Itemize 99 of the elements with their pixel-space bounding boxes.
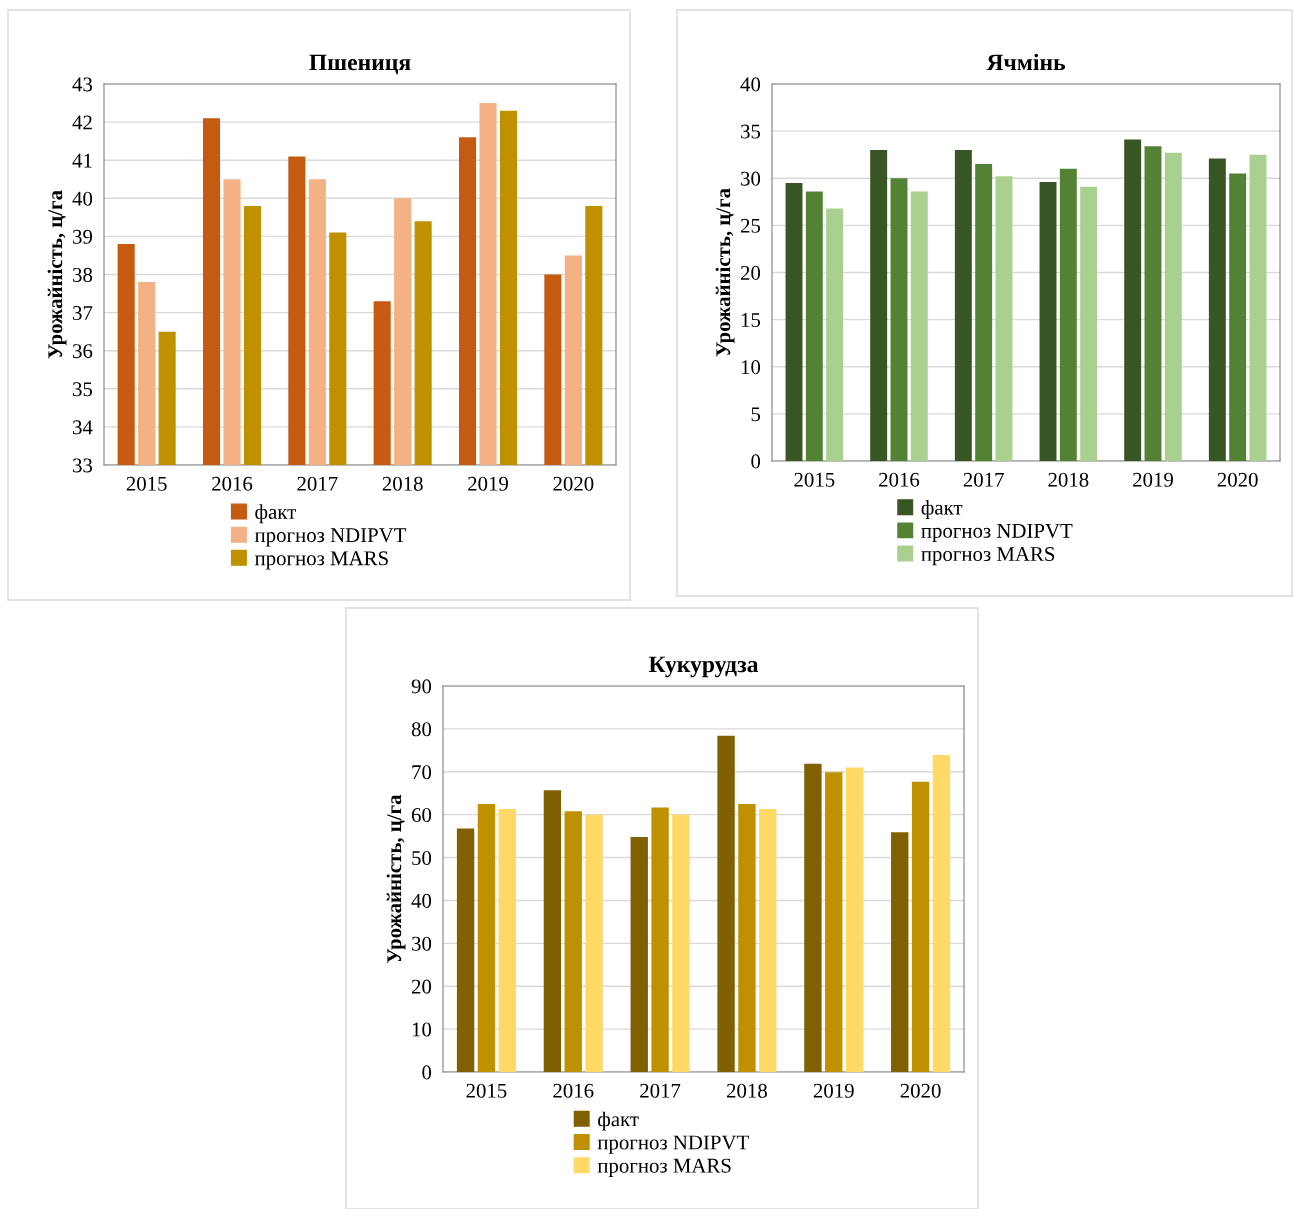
bar [498, 809, 516, 1072]
y-tick-label: 33 [73, 458, 93, 473]
y-axis-title: Урожайність, ц/га [715, 188, 735, 357]
y-tick-label: 90 [411, 679, 432, 694]
y-tick-label: 20 [740, 265, 761, 280]
bar [1059, 168, 1077, 461]
x-tick-label: 2017 [963, 472, 1004, 487]
y-axis-title: Урожайність, ц/га [47, 190, 67, 359]
legend-label: прогноз NDIPVT [921, 524, 1073, 543]
x-tick-label: 2019 [813, 1083, 854, 1098]
y-axis-title: Урожайність, ц/га [386, 794, 406, 963]
x-tick-label: 2018 [382, 476, 423, 491]
legend-label: факт [921, 500, 963, 519]
x-tick-label: 2017 [640, 1083, 681, 1098]
y-tick-label: 34 [73, 420, 93, 435]
bar [891, 832, 909, 1072]
bar [911, 781, 930, 1072]
bar [456, 828, 475, 1072]
x-tick-label: 2019 [468, 476, 508, 491]
y-tick-label: 20 [411, 979, 432, 994]
bar [954, 149, 972, 461]
chart-title: Пшениця [309, 54, 411, 75]
x-tick-label: 2016 [879, 472, 920, 487]
legend-label: прогноз MARS [254, 551, 388, 570]
y-tick-label: 30 [741, 171, 761, 186]
bar [1039, 182, 1057, 461]
bar [717, 735, 735, 1072]
chart-title: Ячмінь [986, 53, 1065, 71]
x-tick-label: 2016 [553, 1083, 594, 1098]
y-tick-label: 35 [741, 124, 761, 139]
bar [1164, 152, 1182, 461]
y-tick-label: 35 [73, 382, 93, 397]
bar [975, 164, 993, 461]
legend-label: прогноз NDIPVT [597, 1135, 749, 1154]
y-tick-label: 40 [411, 893, 432, 908]
bar [630, 836, 648, 1072]
y-tick-label: 70 [412, 765, 432, 780]
bar [672, 814, 690, 1072]
bar [785, 182, 803, 461]
bar [826, 208, 844, 461]
y-tick-label: 41 [72, 153, 92, 168]
y-tick-label: 5 [751, 407, 761, 422]
y-tick-label: 80 [411, 722, 432, 737]
x-tick-label: 2017 [297, 476, 338, 491]
x-tick-label: 2018 [727, 1083, 767, 1098]
bar [805, 191, 823, 461]
y-tick-label: 30 [412, 936, 432, 951]
bar [1124, 139, 1142, 461]
y-tick-label: 36 [73, 344, 93, 359]
x-tick-label: 2016 [212, 476, 253, 491]
y-tick-label: 0 [422, 1065, 432, 1080]
y-tick-label: 0 [751, 454, 761, 469]
x-tick-label: 2019 [1133, 472, 1173, 487]
bar [932, 755, 951, 1072]
bar [585, 814, 603, 1072]
y-tick-label: 60 [411, 808, 432, 823]
bar [825, 772, 843, 1072]
legend-label: прогноз NDIPVT [254, 528, 407, 547]
y-tick-label: 25 [740, 218, 761, 233]
x-tick-label: 2015 [126, 476, 167, 491]
bar [1229, 173, 1247, 461]
y-tick-label: 42 [72, 115, 92, 130]
bar [1249, 154, 1267, 461]
bar [759, 809, 777, 1072]
y-tick-label: 37 [73, 306, 93, 321]
y-tick-label: 10 [741, 360, 761, 375]
bar [651, 807, 669, 1072]
x-tick-label: 2020 [1217, 472, 1258, 487]
bar [1208, 158, 1226, 461]
y-tick-label: 50 [412, 850, 432, 865]
y-tick-label: 15 [741, 313, 761, 328]
x-tick-label: 2018 [1048, 472, 1089, 487]
bar [477, 803, 496, 1072]
legend-label: факт [598, 1111, 639, 1131]
legend-label: прогноз MARS [921, 547, 1055, 566]
legend-label: факт [255, 504, 296, 524]
bar [1080, 186, 1098, 461]
bar [845, 767, 864, 1072]
x-tick-label: 2020 [900, 1083, 941, 1098]
y-tick-label: 40 [72, 191, 93, 206]
bar [995, 176, 1013, 461]
bar [804, 763, 822, 1072]
y-tick-label: 43 [72, 77, 93, 92]
x-tick-label: 2020 [553, 476, 594, 491]
y-tick-label: 10 [412, 1022, 432, 1037]
x-tick-label: 2015 [466, 1083, 507, 1098]
legend-label: прогноз MARS [597, 1158, 731, 1177]
chart-title: Кукурудза [648, 656, 759, 678]
bar [910, 191, 928, 461]
bar [564, 811, 582, 1072]
y-tick-label: 40 [740, 77, 761, 92]
bar [870, 149, 888, 461]
bar [1144, 146, 1162, 461]
bar [543, 790, 562, 1072]
y-tick-label: 39 [73, 229, 93, 244]
bar [890, 178, 908, 461]
y-tick-label: 38 [73, 267, 93, 282]
x-tick-label: 2015 [794, 472, 835, 487]
bar [738, 803, 756, 1072]
